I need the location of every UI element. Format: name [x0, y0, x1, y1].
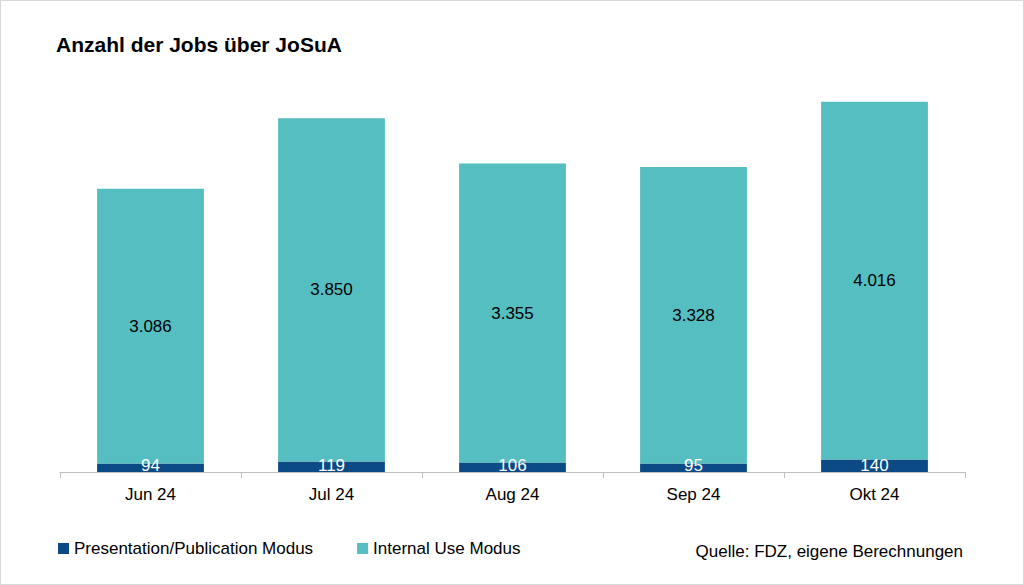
svg-text:106: 106 [498, 456, 526, 475]
svg-text:Quelle: FDZ, eigene Berechnung: Quelle: FDZ, eigene Berechnungen [696, 542, 963, 561]
svg-text:3.355: 3.355 [491, 304, 534, 323]
svg-text:95: 95 [684, 456, 703, 475]
svg-text:Presentation/Publication Modus: Presentation/Publication Modus [74, 539, 313, 558]
svg-text:140: 140 [860, 456, 888, 475]
svg-text:Jun 24: Jun 24 [125, 485, 176, 504]
svg-text:3.850: 3.850 [310, 280, 353, 299]
svg-text:94: 94 [141, 456, 160, 475]
svg-text:Sep 24: Sep 24 [667, 485, 721, 504]
svg-text:4.016: 4.016 [853, 271, 896, 290]
svg-text:Okt 24: Okt 24 [849, 485, 899, 504]
svg-text:Aug 24: Aug 24 [486, 485, 540, 504]
svg-text:3.328: 3.328 [672, 306, 715, 325]
svg-text:119: 119 [318, 456, 345, 475]
svg-text:Anzahl der Jobs über JoSuA: Anzahl der Jobs über JoSuA [56, 33, 342, 56]
svg-text:3.086: 3.086 [129, 317, 172, 336]
svg-text:Internal Use Modus: Internal Use Modus [373, 539, 520, 558]
svg-text:Jul 24: Jul 24 [309, 485, 354, 504]
